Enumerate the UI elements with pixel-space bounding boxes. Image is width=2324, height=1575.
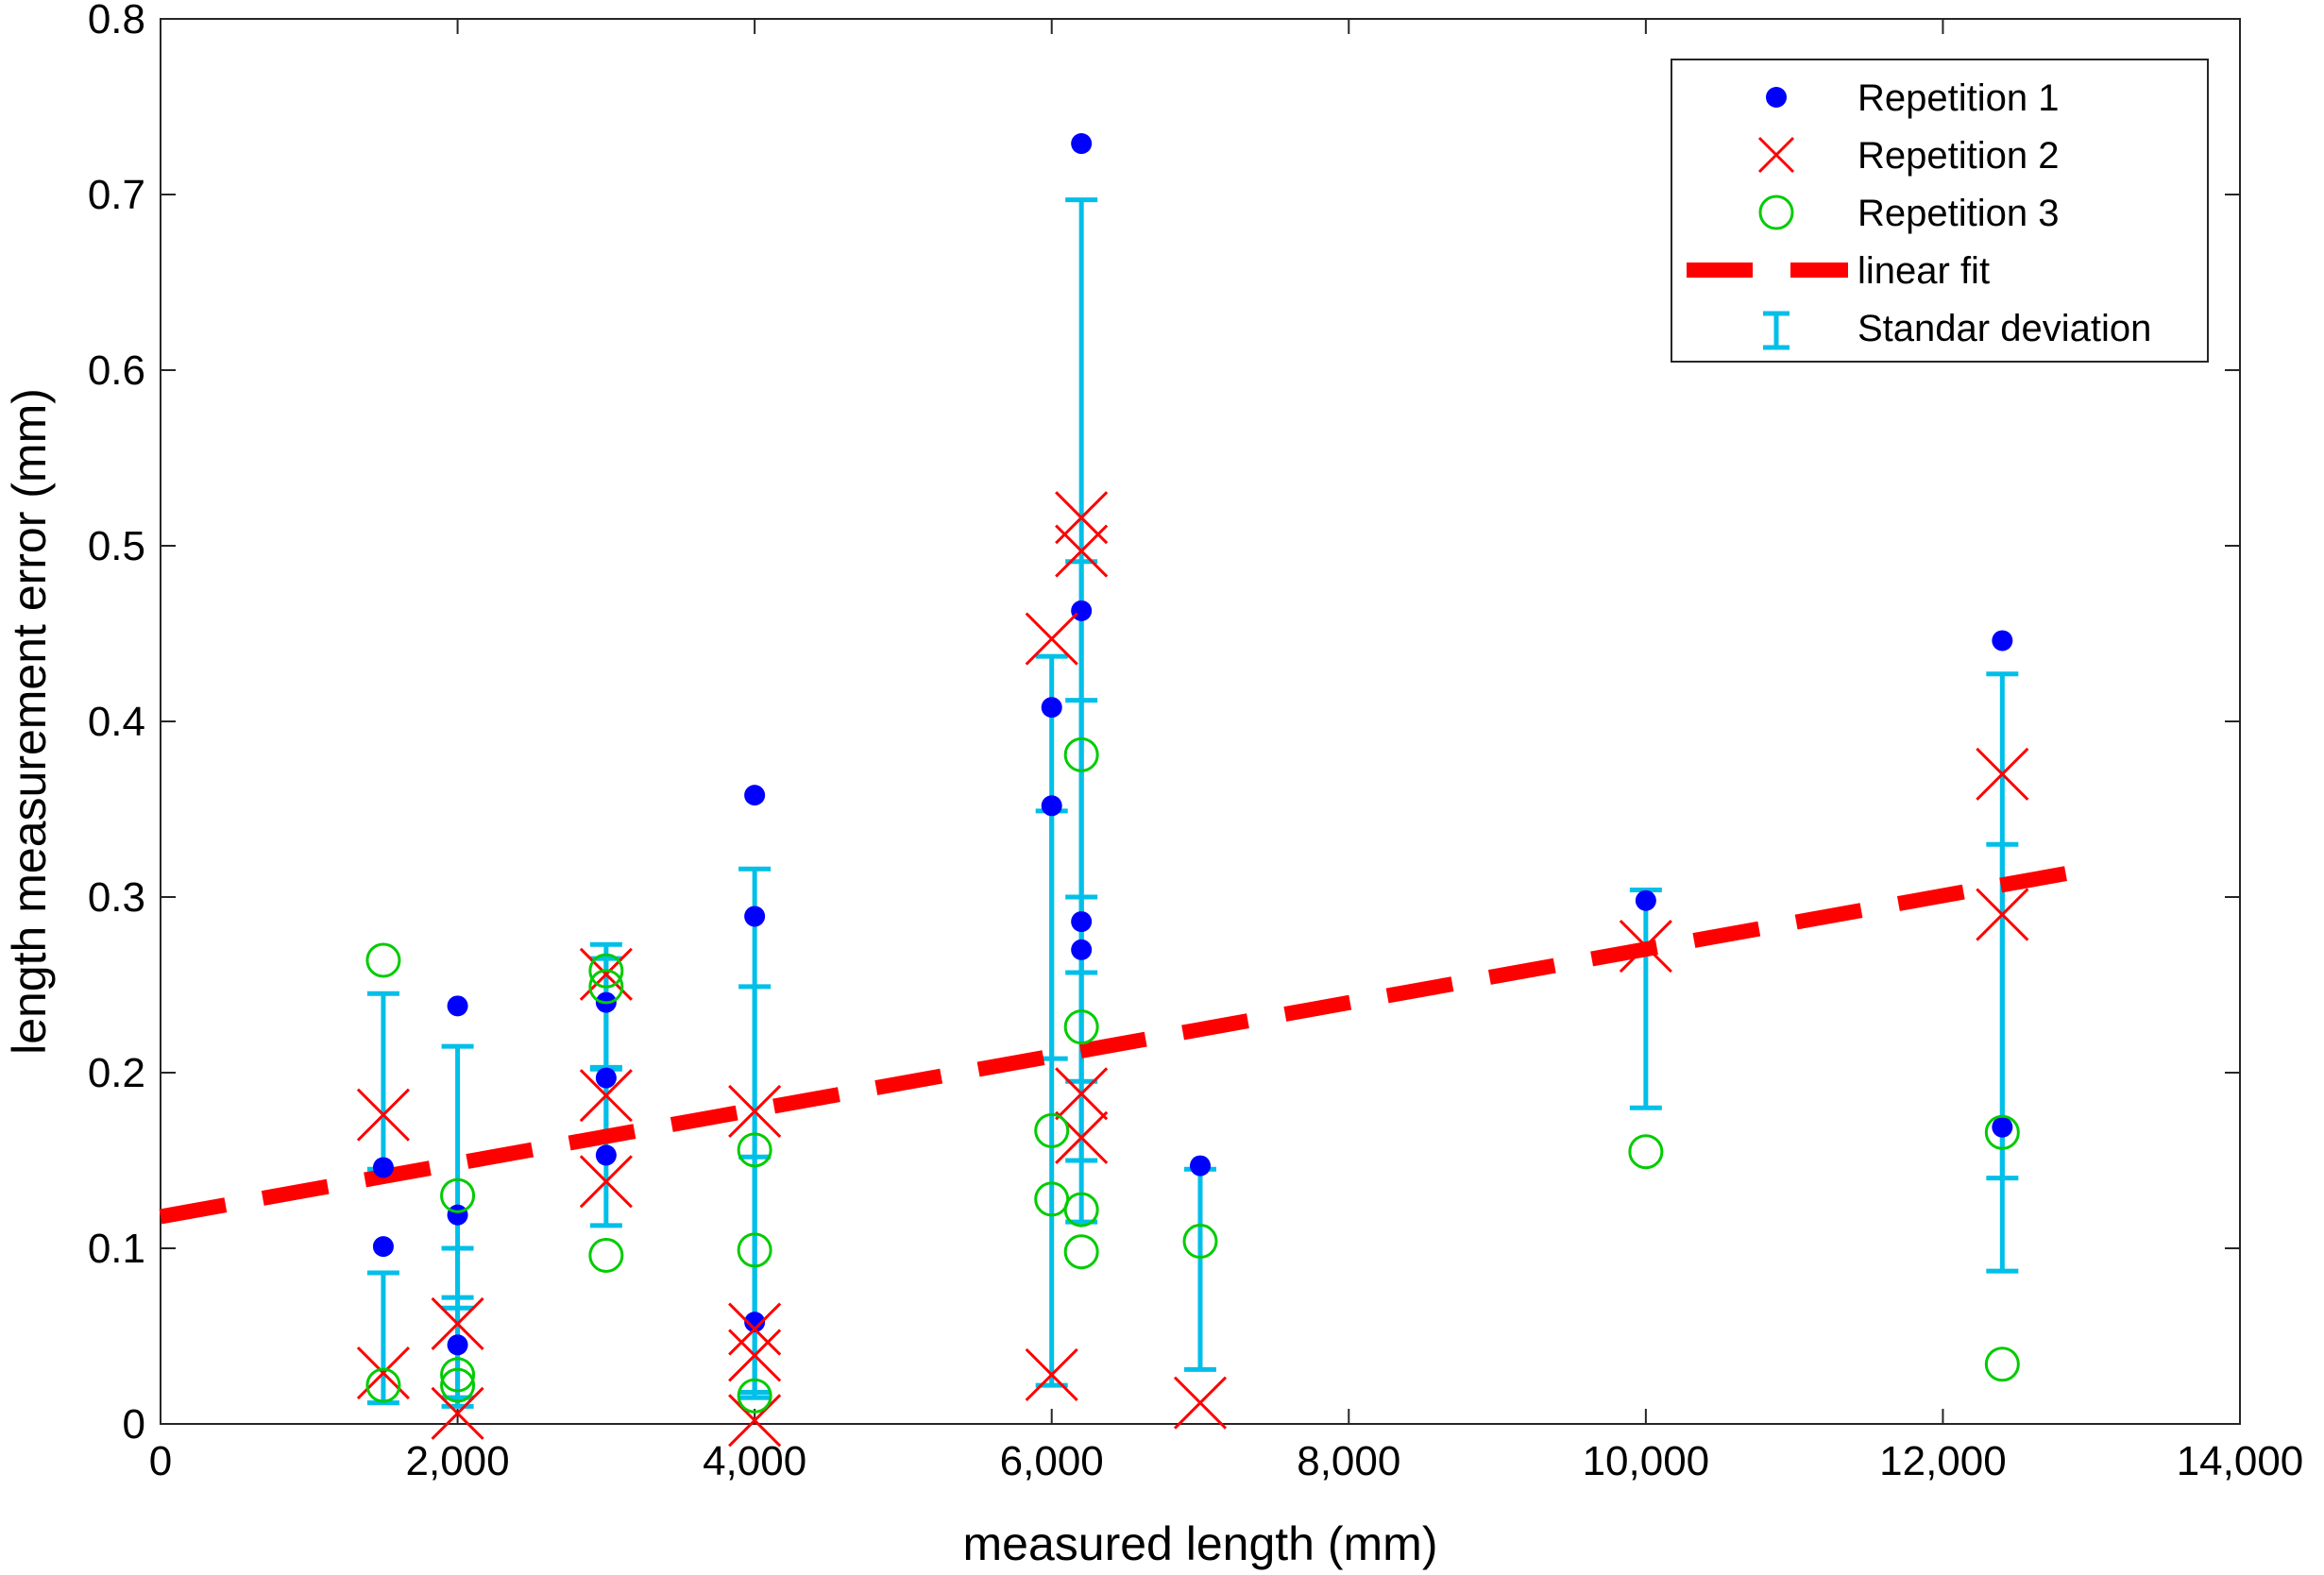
repetition-2-point [431, 1386, 484, 1440]
repetition-2-point [579, 1069, 633, 1123]
y-tick-label: 0.1 [88, 1226, 145, 1272]
repetition-1-point [744, 1312, 766, 1333]
repetition-2-point [579, 947, 633, 1001]
repetition-3-point [588, 953, 624, 989]
x-tick-label: 2,000 [406, 1438, 510, 1484]
repetition-1-point [595, 1144, 617, 1166]
legend: Repetition 1 Repetition 2 Repetition 3 l… [1671, 59, 2209, 363]
repetition-1-point [744, 906, 766, 927]
repetition-3-point [365, 942, 401, 978]
repetition-1-point [1041, 697, 1062, 719]
repetition-1-point [447, 995, 468, 1017]
repetition-2-point [1976, 747, 2029, 801]
repetition-2-point [356, 1346, 410, 1400]
legend-icon-repetition-1 [1766, 87, 1787, 108]
repetition-2-point [728, 1084, 782, 1138]
x-tick-label: 0 [149, 1438, 172, 1484]
repetition-1-point [447, 1334, 468, 1356]
repetition-2-point [579, 1155, 633, 1209]
repetition-3-point [1063, 1234, 1099, 1270]
repetition-3-point [1063, 1009, 1099, 1045]
repetition-1-point [744, 785, 766, 806]
y-tick-label: 0 [123, 1401, 145, 1448]
repetition-1-point [1041, 795, 1062, 817]
repetition-2-point [431, 1296, 484, 1351]
repetition-3-point [588, 969, 624, 1005]
y-tick-label: 0.6 [88, 347, 145, 394]
repetition-3-point [440, 1357, 476, 1393]
repetition-3-point [1063, 1192, 1099, 1228]
repetition-3-point [1984, 1114, 2020, 1150]
repetition-2-point [728, 1394, 782, 1448]
error-bars [366, 197, 2019, 1409]
repetition-3-point [440, 1367, 476, 1403]
y-tick-label: 0.2 [88, 1050, 145, 1096]
repetition-1-point [595, 1067, 617, 1089]
x-axis-label: measured length (mm) [963, 1517, 1438, 1570]
repetition-3-point [588, 1237, 624, 1273]
x-tick-label: 8,000 [1297, 1438, 1400, 1484]
repetition-1-point [1190, 1155, 1211, 1177]
repetition-3-point [737, 1132, 772, 1168]
x-tick-label: 12,000 [1879, 1438, 2007, 1484]
legend-label-repetition-3: Repetition 3 [1858, 193, 2059, 234]
repetition-3-point [1984, 1346, 2020, 1382]
legend-label-repetition-2: Repetition 2 [1858, 135, 2059, 177]
repetition-1-point [372, 1157, 394, 1178]
repetition-2-point [728, 1302, 782, 1356]
repetition-3-point [1628, 1134, 1664, 1170]
repetition-1-point [1992, 1116, 2013, 1138]
repetition-2-point [356, 1088, 410, 1142]
linear-fit-dashed-line [159, 861, 2094, 1225]
repetition-1-point [1992, 630, 2013, 652]
repetition-1-point [447, 1204, 468, 1226]
repetition-1-point [1071, 133, 1093, 155]
repetition-2-point [1055, 491, 1109, 545]
legend-label-repetition-1: Repetition 1 [1858, 77, 2059, 119]
repetition-3-point [365, 1367, 401, 1403]
repetition-2-point [1173, 1376, 1228, 1430]
repetition-2-point [1619, 920, 1672, 974]
linear-fit-line [159, 861, 2094, 1225]
repetition-2-point [1976, 888, 2029, 941]
y-tick-label: 0.8 [88, 0, 145, 42]
repetition-3-point [440, 1177, 476, 1213]
repetition-3-point [1063, 737, 1099, 772]
repetition-1-point [1071, 939, 1093, 960]
legend-label-linear-fit: linear fit [1858, 250, 1990, 292]
y-tick-label: 0.5 [88, 523, 145, 569]
legend-icon-repetition-3 [1758, 195, 1794, 230]
repetition-2-point [728, 1329, 782, 1382]
x-tick-label: 4,000 [703, 1438, 806, 1484]
repetition-3-point [1182, 1224, 1218, 1260]
x-tick-label: 14,000 [2177, 1438, 2304, 1484]
legend-icon-repetition-2 [1757, 136, 1795, 174]
y-tick-label: 0.3 [88, 874, 145, 921]
y-tick-label: 0.7 [88, 172, 145, 218]
axis-ticks: 0 2,000 4,000 6,000 8,000 10,000 12,000 14,000 0… [88, 0, 2303, 1484]
x-tick-label: 10,000 [1583, 1438, 1710, 1484]
data-points [356, 133, 2029, 1448]
legend-label-standard-deviation: Standar deviation [1858, 308, 2151, 349]
repetition-2-point [1025, 612, 1078, 666]
y-axis-label: length measurement error (mm) [3, 388, 56, 1055]
x-tick-label: 6,000 [1000, 1438, 1104, 1484]
repetition-1-point [372, 1236, 394, 1258]
repetition-1-point [1071, 911, 1093, 933]
repetition-3-point [737, 1378, 772, 1414]
repetition-3-point [1034, 1112, 1070, 1148]
repetition-2-point [1055, 1067, 1109, 1121]
repetition-1-point [1635, 889, 1656, 911]
repetition-3-point [737, 1232, 772, 1268]
y-tick-label: 0.4 [88, 699, 145, 745]
repetition-2-point [1025, 1347, 1078, 1401]
